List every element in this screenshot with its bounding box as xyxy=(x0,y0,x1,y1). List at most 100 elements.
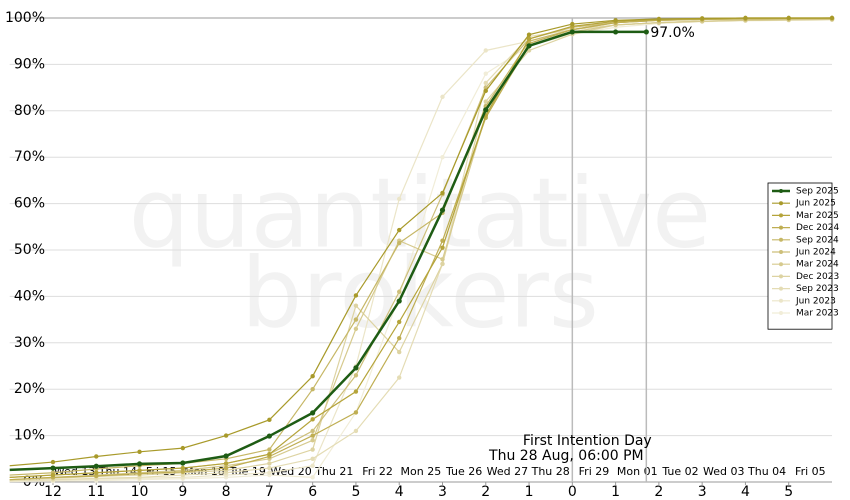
x-tick-label: 5 xyxy=(784,484,793,500)
data-point xyxy=(267,417,272,423)
data-point xyxy=(439,207,446,213)
data-point xyxy=(440,155,445,160)
data-point xyxy=(397,349,402,355)
data-point xyxy=(267,470,272,475)
series-line xyxy=(9,17,833,481)
legend-marker xyxy=(779,189,783,193)
data-point xyxy=(267,447,272,452)
data-point xyxy=(310,417,315,422)
data-point xyxy=(93,463,99,469)
data-point xyxy=(786,15,791,21)
y-tick-label: 30% xyxy=(14,335,45,351)
y-tick-label: 100% xyxy=(5,10,45,26)
y-tick-label: 40% xyxy=(14,288,45,304)
data-point xyxy=(353,317,359,322)
legend-label: Dec 2024 xyxy=(796,223,839,233)
data-point xyxy=(50,465,56,471)
watermark: quantitative xyxy=(129,157,711,269)
data-point xyxy=(829,15,835,21)
data-point xyxy=(310,456,315,461)
date-label: Wed 27 xyxy=(487,465,528,478)
data-point xyxy=(310,428,315,434)
data-point xyxy=(353,326,359,332)
data-point xyxy=(310,438,315,443)
legend-marker xyxy=(779,201,783,206)
y-tick-label: 70% xyxy=(14,149,45,165)
data-point xyxy=(643,29,649,35)
data-point xyxy=(570,21,575,27)
legend-label: Mar 2025 xyxy=(796,211,839,221)
data-point xyxy=(397,335,402,341)
data-point xyxy=(483,88,488,94)
date-label: Fri 05 xyxy=(795,465,826,478)
data-point xyxy=(483,107,489,113)
data-point xyxy=(353,389,359,394)
data-point xyxy=(50,472,56,478)
event-time: Thu 28 Aug, 06:00 PM xyxy=(488,448,644,464)
legend-label: Sep 2024 xyxy=(796,235,839,245)
data-point xyxy=(223,461,229,466)
legend-label: Sep 2023 xyxy=(796,284,839,294)
data-point xyxy=(483,80,488,86)
y-tick-label: 20% xyxy=(14,381,45,397)
data-point xyxy=(137,468,142,473)
end-label: 97.0% xyxy=(650,25,694,41)
x-tick-label: 2 xyxy=(481,484,490,500)
data-point xyxy=(569,29,575,35)
data-point xyxy=(699,16,705,21)
data-point xyxy=(440,190,445,196)
data-point xyxy=(526,43,532,49)
data-point xyxy=(353,410,359,415)
data-point xyxy=(353,365,359,371)
legend-marker xyxy=(779,274,783,279)
data-point xyxy=(440,261,445,267)
data-point xyxy=(353,373,359,378)
data-point xyxy=(397,319,402,325)
data-point xyxy=(223,433,229,438)
data-point xyxy=(310,410,316,416)
date-label: Wed 20 xyxy=(270,465,311,478)
data-point xyxy=(353,303,359,308)
x-tick-label: 4 xyxy=(395,484,404,500)
data-point xyxy=(397,196,402,202)
data-point xyxy=(526,32,532,37)
data-point xyxy=(137,471,142,476)
data-point xyxy=(50,459,56,465)
date-label: Tue 26 xyxy=(445,465,482,478)
data-point xyxy=(137,449,142,455)
data-point xyxy=(267,465,272,471)
event-label: First Intention Day xyxy=(523,433,652,449)
x-tick-label: 4 xyxy=(741,484,750,500)
x-tick-label: 9 xyxy=(178,484,187,500)
data-point xyxy=(483,99,488,104)
data-point xyxy=(223,453,229,459)
data-point xyxy=(94,454,99,459)
legend-marker xyxy=(779,262,783,267)
legend-label: Jun 2025 xyxy=(795,199,836,209)
legend-label: Mar 2024 xyxy=(796,260,839,270)
date-label: Fri 29 xyxy=(579,465,610,478)
data-point xyxy=(483,48,488,53)
data-point xyxy=(353,428,359,434)
series-line xyxy=(9,30,647,472)
data-point xyxy=(310,374,315,379)
legend-label: Mar 2023 xyxy=(796,309,839,319)
date-label: Fri 22 xyxy=(362,465,393,478)
data-point xyxy=(440,257,445,262)
data-point xyxy=(526,36,532,42)
data-point xyxy=(483,71,488,76)
legend-label: Jun 2023 xyxy=(795,296,836,306)
x-tick-label: 0 xyxy=(568,484,577,500)
x-tick-label: 7 xyxy=(265,484,274,500)
legend-marker xyxy=(779,311,783,315)
x-tick-label: 6 xyxy=(308,484,317,500)
y-tick-label: 10% xyxy=(14,428,45,444)
legend-marker xyxy=(779,286,783,291)
data-point xyxy=(656,16,662,22)
y-tick-label: 90% xyxy=(14,56,45,72)
x-tick-label: 11 xyxy=(87,484,105,500)
y-tick-label: 80% xyxy=(14,103,45,119)
x-tick-label: 3 xyxy=(438,484,447,500)
y-tick-label: 60% xyxy=(14,196,45,212)
